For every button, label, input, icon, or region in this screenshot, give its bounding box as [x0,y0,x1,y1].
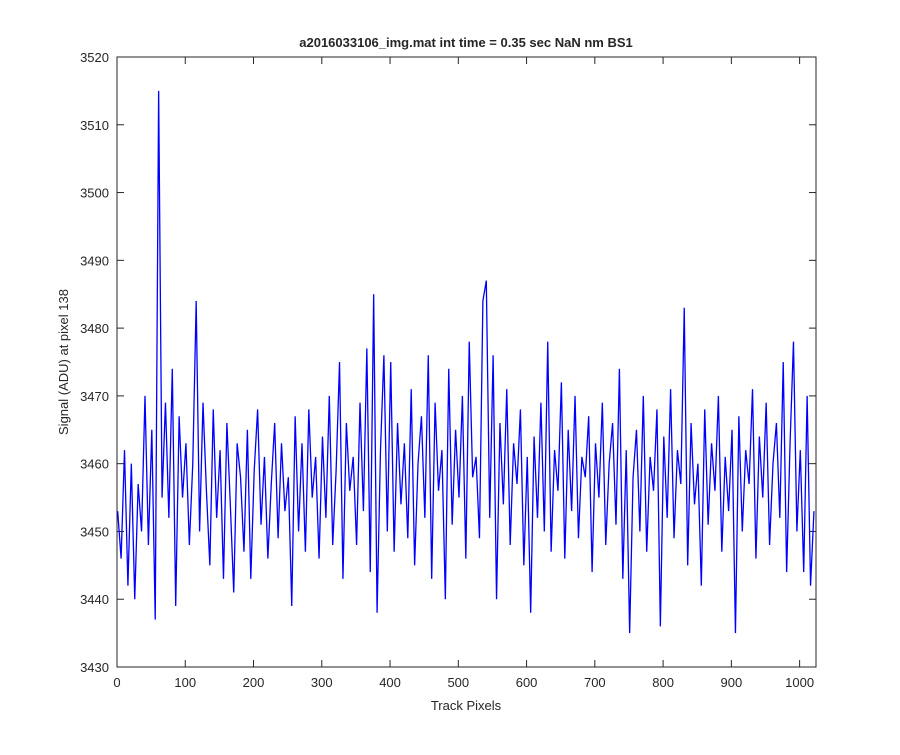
y-tick-label: 3490 [80,253,109,268]
y-tick-label: 3450 [80,524,109,539]
x-tick-label: 500 [447,675,469,690]
x-axis-label: Track Pixels [431,698,502,713]
y-tick-label: 3470 [80,389,109,404]
y-tick-label: 3520 [80,50,109,65]
y-tick-label: 3500 [80,186,109,201]
y-tick-label: 3460 [80,457,109,472]
x-tick-label: 400 [379,675,401,690]
y-tick-label: 3440 [80,592,109,607]
y-tick-label: 3430 [80,660,109,675]
data-line [117,90,815,634]
y-axis-label: Signal (ADU) at pixel 138 [56,289,71,435]
x-tick-label: 0 [113,675,120,690]
y-tick-label: 3480 [80,321,109,336]
x-tick-label: 300 [311,675,333,690]
x-tick-label: 1000 [785,675,814,690]
chart-title: a2016033106_img.mat int time = 0.35 sec … [299,35,633,50]
x-tick-label: 200 [243,675,265,690]
x-tick-label: 900 [721,675,743,690]
x-tick-label: 600 [516,675,538,690]
x-tick-label: 100 [174,675,196,690]
plot-area [116,56,817,668]
x-tick-label: 700 [584,675,606,690]
y-tick-label: 3510 [80,118,109,133]
x-tick-label: 800 [652,675,674,690]
